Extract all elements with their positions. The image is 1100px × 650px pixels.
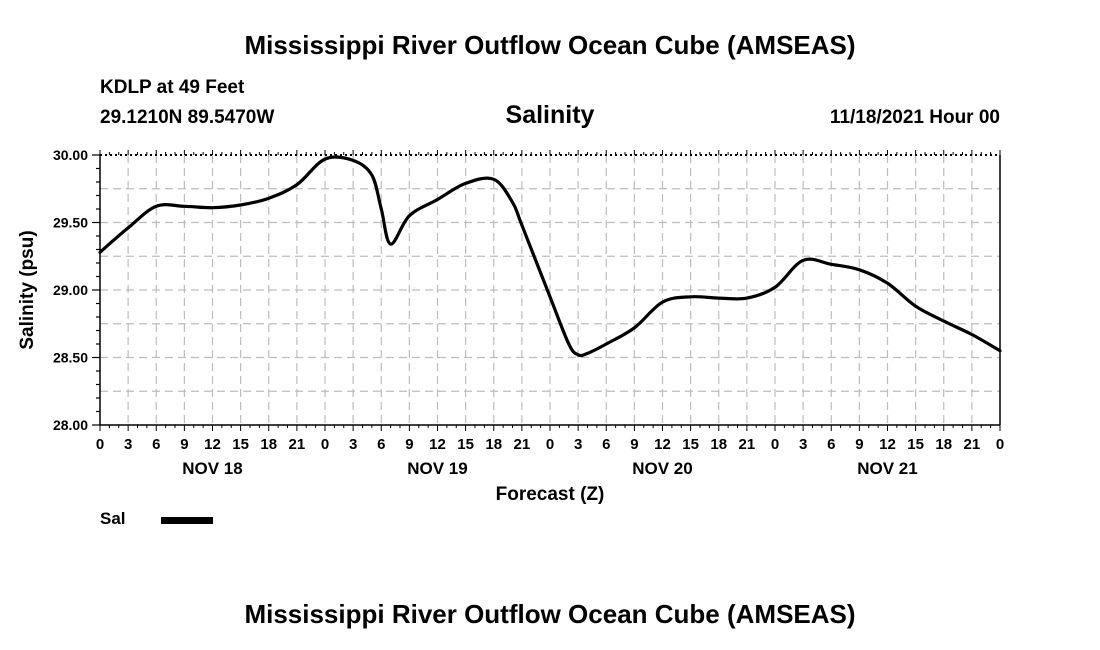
day-label: NOV 18 [182,459,242,478]
y-ticks: 28.00 28.50 29.00 29.50 30.00 [53,147,100,433]
x-tick-label: 9 [630,436,638,453]
chart-subtitle: Salinity [505,101,595,129]
legend-label: Sal [100,509,126,528]
grid [100,155,1000,425]
x-tick-label: 3 [574,436,582,453]
datetime-label: 11/18/2021 Hour 00 [829,107,1000,128]
x-tick-label: 3 [349,436,357,453]
x-tick-label: 3 [799,436,807,453]
x-axis-label: Forecast (Z) [496,484,605,505]
x-tick-label: 6 [377,436,385,453]
x-tick-label: 12 [429,436,446,453]
x-tick-label: 9 [180,436,188,453]
legend-swatch [161,517,213,524]
x-tick-label: 21 [514,436,531,453]
x-tick-label: 21 [289,436,306,453]
x-tick-label: 12 [654,436,671,453]
x-tick-label: 9 [405,436,413,453]
x-tick-label: 12 [879,436,896,453]
chart-title: Mississippi River Outflow Ocean Cube (AM… [244,30,856,60]
day-label: NOV 19 [407,459,467,478]
x-ticks: 0 3 6 9 12 15 18 21 0 3 6 9 12 15 18 21 0 3 6 9 12 15 18 21 0 3 6 9… [96,150,1004,453]
day-labels: NOV 18 NOV 19 NOV 20 NOV 21 [182,459,917,478]
y-tick-label: 29.00 [53,282,88,298]
x-tick-label: 0 [96,436,104,453]
x-tick-label: 3 [124,436,132,453]
x-tick-label: 6 [827,436,835,453]
x-tick-label: 21 [739,436,756,453]
x-tick-label: 18 [260,436,277,453]
x-tick-label: 21 [964,436,981,453]
x-tick-label: 15 [457,436,474,453]
x-tick-label: 12 [204,436,221,453]
footer-title: Mississippi River Outflow Ocean Cube (AM… [244,599,856,629]
x-tick-label: 15 [232,436,249,453]
x-tick-label: 6 [152,436,160,453]
x-tick-label: 18 [485,436,502,453]
x-tick-label: 9 [855,436,863,453]
series [98,155,1002,358]
x-tick-label: 15 [682,436,699,453]
x-tick-label: 0 [771,436,779,453]
y-tick-label: 30.00 [53,147,88,163]
y-tick-label: 28.00 [53,417,88,433]
x-tick-label: 18 [935,436,952,453]
coordinates-label: 29.1210N 89.5470W [100,107,275,128]
y-axis-label: Salinity (psu) [17,230,38,349]
station-label: KDLP at 49 Feet [100,77,245,98]
day-label: NOV 20 [632,459,692,478]
x-tick-label: 0 [996,436,1004,453]
y-tick-label: 29.50 [53,215,88,231]
series-line-sal [98,155,1002,358]
x-tick-label: 6 [602,436,610,453]
x-tick-label: 18 [710,436,727,453]
y-tick-label: 28.50 [53,350,88,366]
x-tick-label: 15 [907,436,924,453]
day-label: NOV 21 [857,459,917,478]
x-tick-label: 0 [321,436,329,453]
x-tick-label: 0 [546,436,554,453]
